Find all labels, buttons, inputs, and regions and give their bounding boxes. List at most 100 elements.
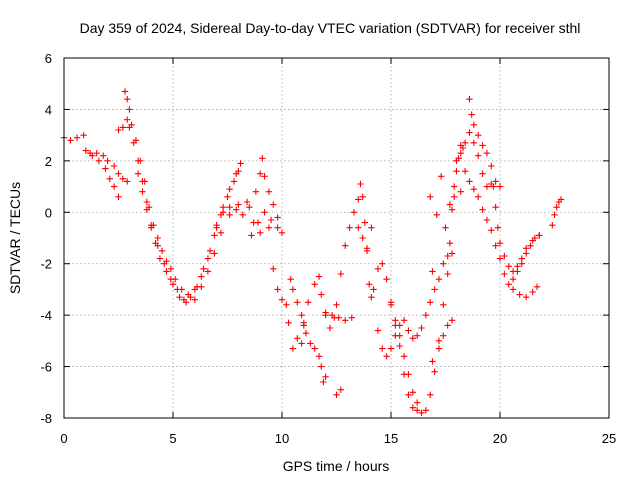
data-point xyxy=(444,252,451,260)
data-point xyxy=(294,299,301,306)
data-point xyxy=(468,111,475,118)
data-point xyxy=(322,373,329,381)
series-trace-n xyxy=(466,95,543,275)
data-point xyxy=(422,407,430,414)
data-point xyxy=(355,224,362,231)
data-point xyxy=(198,283,205,291)
data-point xyxy=(235,201,242,208)
series-trace-p xyxy=(509,196,565,301)
data-point xyxy=(483,183,491,190)
x-tick-label: 10 xyxy=(275,431,289,446)
data-point xyxy=(143,206,151,213)
data-point xyxy=(167,265,175,273)
data-point xyxy=(67,137,74,144)
data-point xyxy=(158,247,166,255)
data-point xyxy=(110,162,118,170)
data-point xyxy=(95,157,103,165)
data-point xyxy=(363,247,371,255)
data-point xyxy=(549,221,556,229)
data-point xyxy=(475,193,482,201)
series-trace-o xyxy=(427,129,504,275)
data-point xyxy=(446,239,454,247)
data-point xyxy=(294,335,301,342)
data-point xyxy=(182,299,190,306)
y-tick-label: -6 xyxy=(40,360,52,375)
data-point xyxy=(200,265,207,273)
data-point xyxy=(427,193,434,201)
data-point xyxy=(104,157,111,165)
data-point xyxy=(483,216,491,224)
data-point xyxy=(226,211,233,219)
data-point xyxy=(137,157,144,165)
data-point xyxy=(383,353,390,360)
data-point xyxy=(451,183,458,190)
x-axis-label: GPS time / hours xyxy=(283,458,390,474)
data-point xyxy=(267,216,275,224)
data-point xyxy=(333,391,340,399)
data-point xyxy=(124,95,131,103)
data-point xyxy=(488,227,495,234)
series-trace-d xyxy=(121,88,242,298)
data-point xyxy=(328,311,336,319)
data-point xyxy=(551,211,558,219)
chart-title: Day 359 of 2024, Sidereal Day-to-day VTE… xyxy=(80,20,581,36)
data-point xyxy=(536,232,543,239)
data-point xyxy=(106,175,113,183)
data-point xyxy=(427,299,434,306)
data-point xyxy=(126,106,133,113)
data-point xyxy=(237,160,244,167)
data-point xyxy=(470,185,478,193)
data-point xyxy=(274,224,281,231)
data-point xyxy=(446,201,454,208)
data-point xyxy=(409,389,416,396)
data-point xyxy=(418,324,425,332)
data-point xyxy=(361,219,369,226)
series-trace-j xyxy=(355,180,421,414)
data-point xyxy=(387,299,395,306)
data-point xyxy=(139,188,146,195)
data-point xyxy=(494,224,502,231)
series-trace-b xyxy=(86,149,131,185)
data-point xyxy=(501,252,508,260)
data-point xyxy=(522,245,530,252)
data-point xyxy=(400,353,408,360)
data-point xyxy=(86,149,94,157)
data-point xyxy=(374,327,382,334)
data-point xyxy=(235,167,242,175)
data-point xyxy=(492,178,499,185)
data-point xyxy=(278,296,286,303)
data-point xyxy=(270,265,277,273)
data-point xyxy=(298,340,305,347)
data-point xyxy=(261,209,268,216)
data-point xyxy=(470,139,478,147)
data-point xyxy=(246,203,253,211)
data-point xyxy=(422,311,430,319)
data-point xyxy=(243,198,251,206)
data-point xyxy=(359,234,366,242)
data-point xyxy=(254,219,262,226)
data-point xyxy=(413,332,421,339)
y-tick-label: 4 xyxy=(45,102,52,117)
data-point xyxy=(304,299,312,306)
data-point xyxy=(368,293,375,301)
data-point xyxy=(496,239,504,247)
data-point xyxy=(457,188,464,195)
data-point xyxy=(348,314,355,321)
data-point xyxy=(442,224,449,231)
data-point xyxy=(433,211,440,219)
data-point xyxy=(239,211,246,219)
series-trace-h xyxy=(285,209,375,352)
data-point xyxy=(219,209,227,216)
data-point xyxy=(134,170,142,177)
data-point xyxy=(350,209,358,216)
data-point xyxy=(326,324,334,332)
data-point xyxy=(370,286,377,293)
data-point xyxy=(505,263,512,270)
ticks xyxy=(63,57,610,419)
data-point xyxy=(427,391,434,399)
data-point xyxy=(80,131,87,139)
data-point xyxy=(479,142,486,149)
data-point xyxy=(248,232,255,239)
data-point xyxy=(169,281,177,288)
data-point xyxy=(270,201,277,208)
